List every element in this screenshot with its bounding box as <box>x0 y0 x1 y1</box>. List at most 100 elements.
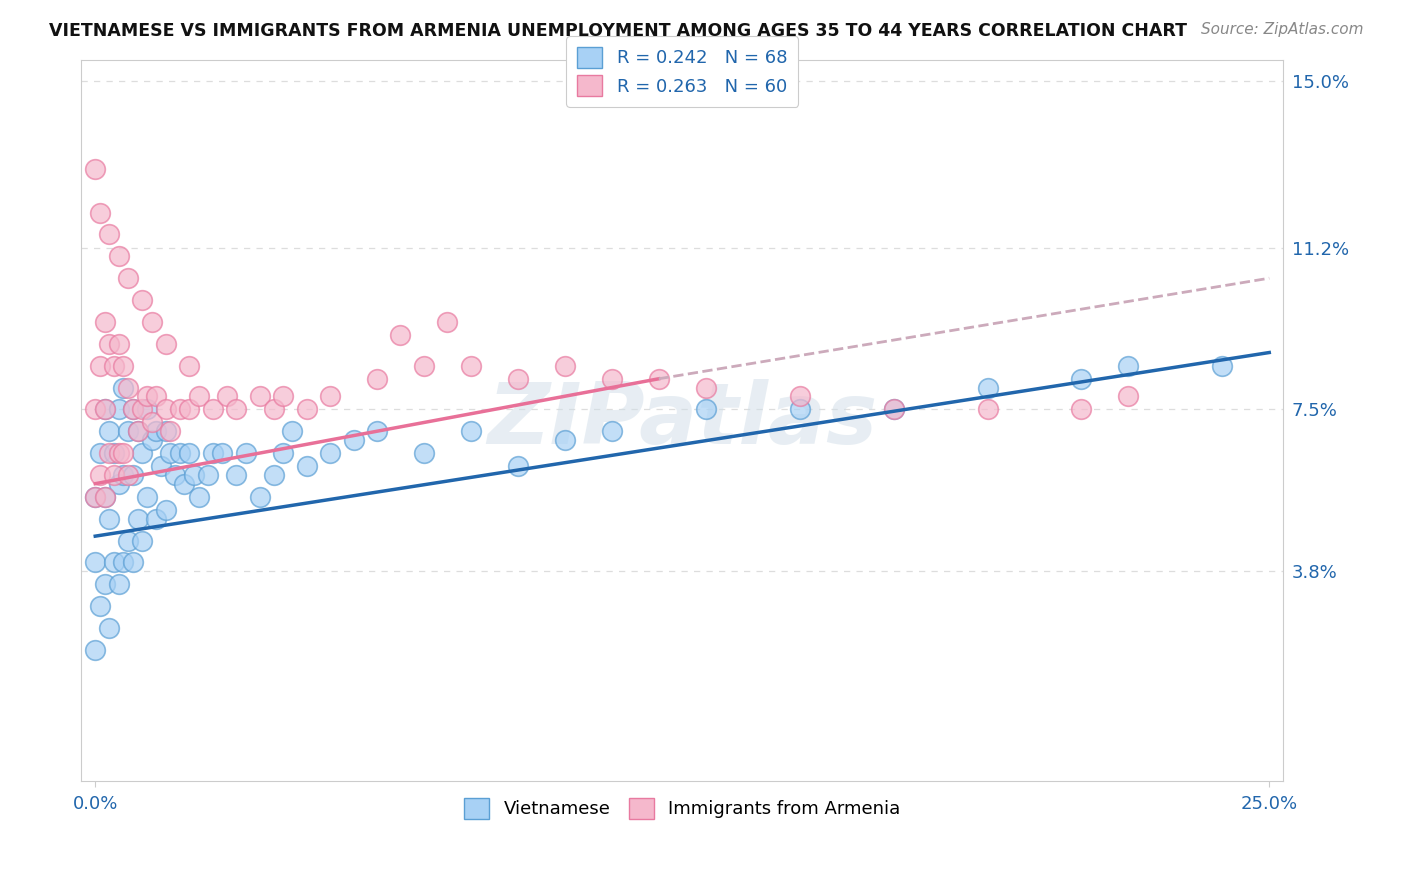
Point <box>93 402 115 417</box>
Point <box>112 359 135 373</box>
Point <box>107 336 129 351</box>
Point <box>112 446 135 460</box>
Point <box>121 555 143 569</box>
Point <box>554 433 576 447</box>
Point <box>187 490 209 504</box>
Point <box>413 446 436 460</box>
Point <box>84 555 107 569</box>
Point <box>150 459 173 474</box>
Point <box>98 336 121 351</box>
Point <box>93 490 115 504</box>
Point <box>135 389 157 403</box>
Point <box>84 490 107 504</box>
Point <box>263 402 285 417</box>
Text: VIETNAMESE VS IMMIGRANTS FROM ARMENIA UNEMPLOYMENT AMONG AGES 35 TO 44 YEARS COR: VIETNAMESE VS IMMIGRANTS FROM ARMENIA UN… <box>49 22 1187 40</box>
Point <box>155 402 177 417</box>
Point <box>366 424 388 438</box>
Point <box>155 336 177 351</box>
Point <box>141 416 163 430</box>
Point <box>98 621 121 635</box>
Point <box>135 402 157 417</box>
Point <box>600 372 623 386</box>
Point <box>506 459 529 474</box>
Point <box>135 490 157 504</box>
Point <box>225 467 247 482</box>
Point <box>107 446 129 460</box>
Point <box>98 511 121 525</box>
Point <box>197 467 219 482</box>
Point <box>117 380 139 394</box>
Point <box>789 402 811 417</box>
Point <box>98 446 121 460</box>
Point <box>554 359 576 373</box>
Point <box>121 402 143 417</box>
Point <box>145 511 167 525</box>
Point <box>112 467 135 482</box>
Point <box>93 577 115 591</box>
Point <box>342 433 364 447</box>
Point <box>103 467 125 482</box>
Point <box>93 490 115 504</box>
Point <box>648 372 671 386</box>
Point <box>436 315 458 329</box>
Point <box>107 476 129 491</box>
Point <box>187 389 209 403</box>
Point <box>295 402 318 417</box>
Point <box>103 446 125 460</box>
Point <box>366 372 388 386</box>
Point <box>107 402 129 417</box>
Point <box>89 205 111 219</box>
Point <box>165 467 187 482</box>
Point <box>976 402 998 417</box>
Legend: Vietnamese, Immigrants from Armenia: Vietnamese, Immigrants from Armenia <box>457 791 908 826</box>
Point <box>89 359 111 373</box>
Point <box>145 424 167 438</box>
Point <box>121 402 143 417</box>
Point <box>271 446 294 460</box>
Point <box>131 533 153 548</box>
Point <box>179 446 201 460</box>
Point <box>173 476 195 491</box>
Point <box>319 446 342 460</box>
Point <box>93 402 115 417</box>
Point <box>249 490 271 504</box>
Point <box>169 402 191 417</box>
Point <box>84 643 107 657</box>
Point <box>117 467 139 482</box>
Point <box>179 402 201 417</box>
Point <box>141 433 163 447</box>
Point <box>600 424 623 438</box>
Point <box>84 402 107 417</box>
Point <box>117 533 139 548</box>
Point <box>127 424 149 438</box>
Point <box>460 424 482 438</box>
Point <box>976 380 998 394</box>
Point <box>155 503 177 517</box>
Point <box>201 446 224 460</box>
Point <box>145 389 167 403</box>
Point <box>131 446 153 460</box>
Point <box>389 328 412 343</box>
Point <box>883 402 905 417</box>
Point <box>141 315 163 329</box>
Point <box>84 490 107 504</box>
Point <box>1211 359 1233 373</box>
Point <box>127 511 149 525</box>
Point <box>1118 359 1140 373</box>
Point <box>1118 389 1140 403</box>
Point <box>201 402 224 417</box>
Point <box>98 424 121 438</box>
Point <box>295 459 318 474</box>
Point <box>183 467 205 482</box>
Point <box>98 227 121 242</box>
Point <box>117 271 139 285</box>
Point <box>155 424 177 438</box>
Point <box>89 446 111 460</box>
Point <box>117 424 139 438</box>
Point <box>89 599 111 613</box>
Point <box>281 424 304 438</box>
Point <box>249 389 271 403</box>
Point <box>263 467 285 482</box>
Point <box>169 446 191 460</box>
Point <box>112 380 135 394</box>
